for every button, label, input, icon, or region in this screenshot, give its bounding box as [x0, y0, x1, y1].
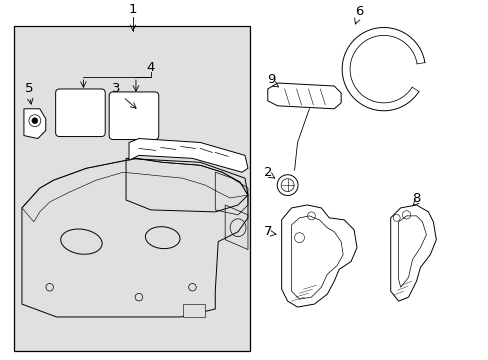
Bar	[14, 26, 249, 351]
Text: 4: 4	[146, 60, 155, 74]
Text: 3: 3	[112, 82, 120, 95]
FancyBboxPatch shape	[109, 92, 159, 140]
Bar	[14, 26, 249, 351]
FancyBboxPatch shape	[56, 89, 105, 136]
Text: 7: 7	[263, 225, 271, 238]
Polygon shape	[267, 83, 341, 109]
Text: 6: 6	[354, 5, 363, 18]
Polygon shape	[24, 109, 46, 139]
Text: 8: 8	[411, 192, 420, 204]
Text: 1: 1	[128, 3, 137, 16]
Polygon shape	[182, 304, 205, 317]
Polygon shape	[129, 139, 247, 172]
Text: 2: 2	[263, 166, 271, 179]
Text: 5: 5	[24, 82, 33, 95]
Circle shape	[277, 175, 297, 195]
Text: 9: 9	[267, 73, 275, 86]
Circle shape	[32, 118, 38, 124]
Circle shape	[281, 179, 293, 192]
